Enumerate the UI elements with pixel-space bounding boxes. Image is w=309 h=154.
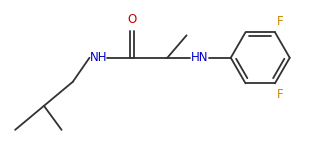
Text: F: F xyxy=(277,88,283,101)
Text: O: O xyxy=(127,13,137,26)
Text: HN: HN xyxy=(191,51,208,64)
Text: NH: NH xyxy=(90,51,107,64)
Text: F: F xyxy=(277,15,283,28)
